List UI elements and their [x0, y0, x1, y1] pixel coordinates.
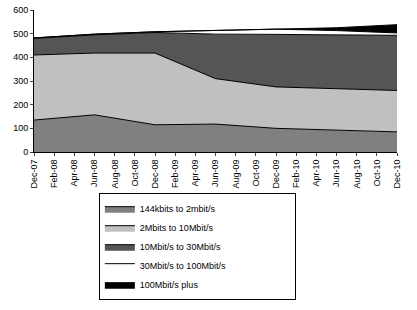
svg-text:Feb-09: Feb-09 — [170, 160, 180, 189]
svg-text:Dec-08: Dec-08 — [150, 160, 160, 189]
svg-text:Oct-10: Oct-10 — [372, 160, 382, 187]
svg-text:600: 600 — [13, 5, 28, 15]
svg-text:Feb-10: Feb-10 — [291, 160, 301, 189]
svg-text:Aug-09: Aug-09 — [231, 160, 241, 189]
svg-text:Dec-09: Dec-09 — [271, 160, 281, 189]
svg-text:Aug-08: Aug-08 — [110, 160, 120, 189]
svg-text:144kbits to 2mbit/s: 144kbits to 2mbit/s — [140, 204, 216, 214]
svg-text:Apr-10: Apr-10 — [311, 160, 321, 187]
svg-text:10Mbit/s to 30Mbit/s: 10Mbit/s to 30Mbit/s — [140, 242, 221, 252]
svg-text:200: 200 — [13, 100, 28, 110]
svg-text:100: 100 — [13, 123, 28, 133]
svg-text:Oct-08: Oct-08 — [130, 160, 140, 187]
svg-text:Aug-10: Aug-10 — [352, 160, 362, 189]
svg-text:100Mbit/s plus: 100Mbit/s plus — [140, 280, 199, 290]
svg-text:Apr-09: Apr-09 — [190, 160, 200, 187]
svg-text:Jun-08: Jun-08 — [89, 160, 99, 188]
svg-text:2Mbits to 10Mbit/s: 2Mbits to 10Mbit/s — [140, 223, 214, 233]
svg-text:Dec-07: Dec-07 — [29, 160, 39, 189]
svg-text:30Mbit/s to 100Mbit/s: 30Mbit/s to 100Mbit/s — [140, 261, 226, 271]
svg-text:Dec-10: Dec-10 — [392, 160, 402, 189]
svg-text:Feb-08: Feb-08 — [49, 160, 59, 189]
svg-text:Jun-10: Jun-10 — [331, 160, 341, 188]
svg-text:Jun-09: Jun-09 — [210, 160, 220, 188]
svg-text:500: 500 — [13, 29, 28, 39]
svg-text:400: 400 — [13, 52, 28, 62]
svg-text:0: 0 — [23, 147, 28, 157]
svg-text:Apr-08: Apr-08 — [69, 160, 79, 187]
svg-text:Oct-09: Oct-09 — [251, 160, 261, 187]
svg-text:300: 300 — [13, 76, 28, 86]
